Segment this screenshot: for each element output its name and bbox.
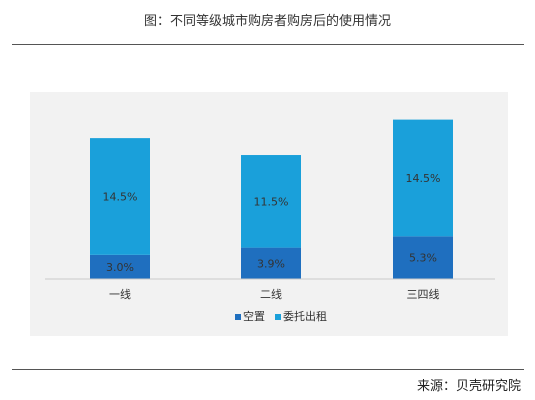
chart-title: 图：不同等级城市购房者购房后的使用情况	[143, 14, 391, 29]
x-tick-label: 三四线	[407, 287, 440, 301]
legend-label: 空置	[243, 309, 265, 323]
bar-segment-vacant	[393, 236, 453, 279]
bar-segment-vacant	[90, 254, 150, 279]
data-label: 14.5%	[406, 172, 441, 185]
top-divider	[12, 44, 524, 45]
x-tick-label: 一线	[109, 287, 131, 301]
data-label: 11.5%	[254, 195, 289, 208]
bar-segment-rented	[241, 155, 301, 248]
bar-segment-rented	[90, 138, 150, 255]
x-tick-label: 二线	[260, 287, 282, 301]
bar-segment-vacant	[241, 247, 301, 279]
source-note: 来源：贝壳研究院	[416, 379, 521, 394]
legend-swatch-vacant	[235, 314, 241, 320]
data-label: 14.5%	[103, 190, 138, 203]
bar-segment-rented	[393, 119, 453, 237]
chart-panel: 3.0% 14.5% 一线 3.9% 11.5% 二线 5.3% 14.5% 三四线空置 委托出租	[30, 92, 508, 336]
data-label: 3.9%	[257, 257, 285, 270]
data-label: 3.0%	[106, 261, 134, 274]
legend-swatch-rented	[275, 314, 281, 320]
legend-label: 委托出租	[283, 309, 327, 323]
data-label: 5.3%	[409, 252, 437, 265]
bottom-divider	[12, 369, 524, 370]
